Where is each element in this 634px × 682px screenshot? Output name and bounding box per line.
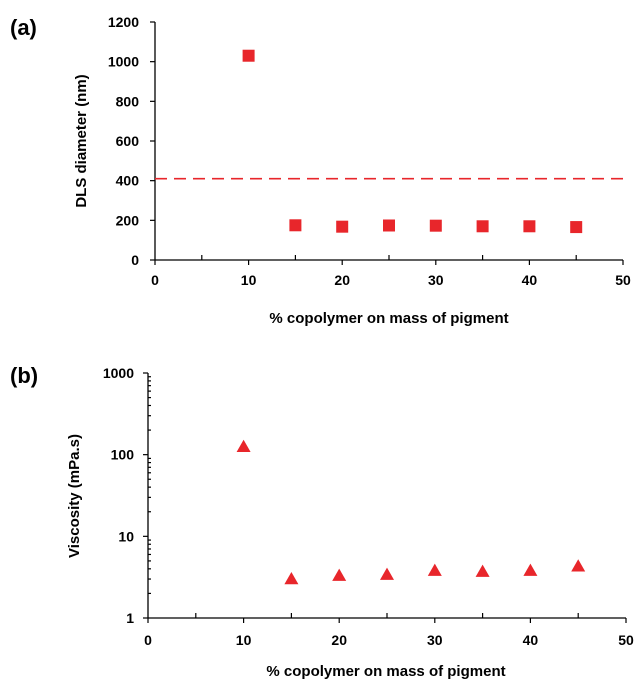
panel-label-a: (a) (10, 15, 37, 40)
y-tick-label: 1000 (108, 54, 139, 70)
y-tick-label: 400 (116, 173, 140, 189)
x-tick-label: 20 (331, 632, 347, 648)
x-tick-label: 0 (151, 272, 159, 288)
data-point (476, 220, 489, 233)
x-tick-label: 0 (144, 632, 152, 648)
y-tick-label: 10 (118, 528, 134, 544)
data-point (332, 568, 347, 581)
x-tick-label: 20 (334, 272, 350, 288)
x-tick-label: 10 (241, 272, 257, 288)
data-point (242, 49, 255, 62)
data-point (427, 563, 442, 576)
y-axis-title-a: DLS diameter (nm) (73, 74, 90, 207)
x-axis-title-b: % copolymer on mass of pigment (266, 663, 505, 680)
y-tick-label: 1200 (108, 14, 139, 30)
y-tick-label: 0 (131, 252, 139, 268)
y-tick-label: 1 (126, 610, 134, 626)
x-axis-title-a: % copolymer on mass of pigment (269, 310, 508, 327)
data-point (383, 219, 395, 232)
y-tick-label: 800 (116, 93, 140, 109)
y-tick-label: 600 (116, 133, 140, 149)
data-point (571, 559, 586, 572)
ticks-a: 0 10 20 30 40 50 0 200 400 600 800 1000 1200 (108, 14, 631, 288)
x-tick-label: 40 (522, 272, 538, 288)
data-point (523, 563, 538, 576)
data-point (289, 219, 302, 232)
data-point (523, 220, 536, 233)
x-tick-label: 30 (428, 272, 444, 288)
chart-panel-a: (a) 0 10 20 30 40 50 0 200 400 600 800 1000 1200 % c… (10, 14, 631, 327)
data-point (475, 564, 490, 577)
data-point (429, 219, 442, 232)
data-point (336, 220, 349, 233)
ticks-b: 0 10 20 30 40 50 1 10 100 1000 (103, 365, 634, 648)
x-tick-label: 50 (615, 272, 631, 288)
data-points-a (242, 49, 583, 234)
panel-label-b: (b) (10, 363, 38, 388)
y-tick-label: 200 (116, 212, 140, 228)
data-point (570, 221, 583, 234)
x-tick-label: 10 (236, 632, 252, 648)
chart-panel-b: (b) 0 10 20 30 40 50 1 10 100 1000 % copolymer on… (10, 363, 634, 680)
data-point (284, 572, 299, 585)
y-tick-label: 100 (111, 447, 135, 463)
x-tick-label: 40 (523, 632, 539, 648)
y-tick-label: 1000 (103, 365, 134, 381)
plot-area-b: 0 10 20 30 40 50 1 10 100 1000 (103, 365, 634, 648)
y-axis-title-b: Viscosity (mPa.s) (66, 434, 83, 558)
data-point (380, 567, 394, 580)
x-tick-label: 50 (618, 632, 634, 648)
plot-area-a: 0 10 20 30 40 50 0 200 400 600 800 1000 1200 (108, 14, 631, 288)
data-point (236, 439, 251, 453)
data-points-b (236, 439, 586, 585)
x-tick-label: 30 (427, 632, 443, 648)
